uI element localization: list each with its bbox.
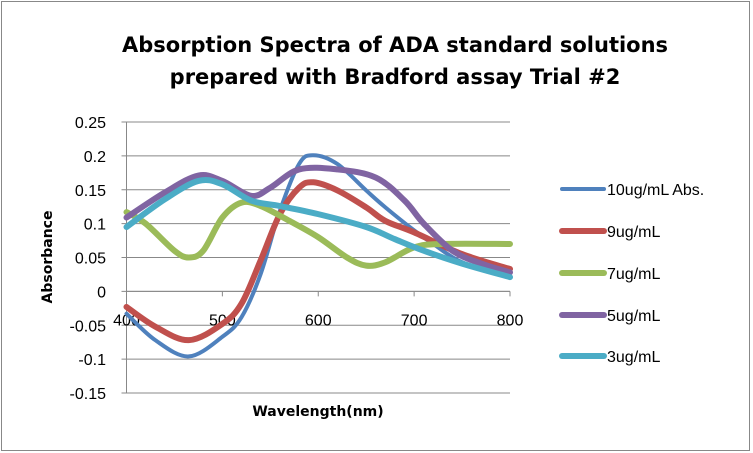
x-tick-label: 800 <box>497 312 524 329</box>
y-tick-label: -0.05 <box>70 318 107 335</box>
legend-label: 5ug/mL <box>607 308 660 325</box>
x-tick-label: 700 <box>401 312 428 329</box>
series-line-5ug-ml <box>123 164 513 276</box>
y-tick-label: 0.15 <box>75 183 106 200</box>
y-tick-label: 0.25 <box>75 115 106 132</box>
y-tick-label: -0.1 <box>78 352 106 369</box>
y-tick-label: 0.2 <box>84 149 106 166</box>
legend-label: 10ug/mL Abs. <box>607 182 704 199</box>
series-line-7ug-ml <box>123 198 513 269</box>
chart-title-line-1: Absorption Spectra of ADA standard solut… <box>122 33 668 57</box>
y-tick-label: 0.1 <box>84 217 106 234</box>
legend-label: 7ug/mL <box>607 266 660 283</box>
y-tick-label: -0.15 <box>70 386 107 403</box>
x-tick-label: 600 <box>305 312 332 329</box>
series-line-3ug-ml <box>123 176 513 281</box>
legend-label: 3ug/mL <box>607 349 660 366</box>
x-axis-label: Wavelength(nm) <box>252 404 383 420</box>
legend-label: 9ug/mL <box>607 224 660 241</box>
y-tick-label: 0.05 <box>75 251 106 268</box>
y-tick-label: 0 <box>97 284 106 301</box>
y-axis-label: Absorbance <box>40 211 56 304</box>
x-tick-label: 400 <box>113 312 140 329</box>
chart-title-line-2: prepared with Bradford assay Trial #2 <box>170 65 621 89</box>
series-line-9ug-ml <box>123 179 513 344</box>
